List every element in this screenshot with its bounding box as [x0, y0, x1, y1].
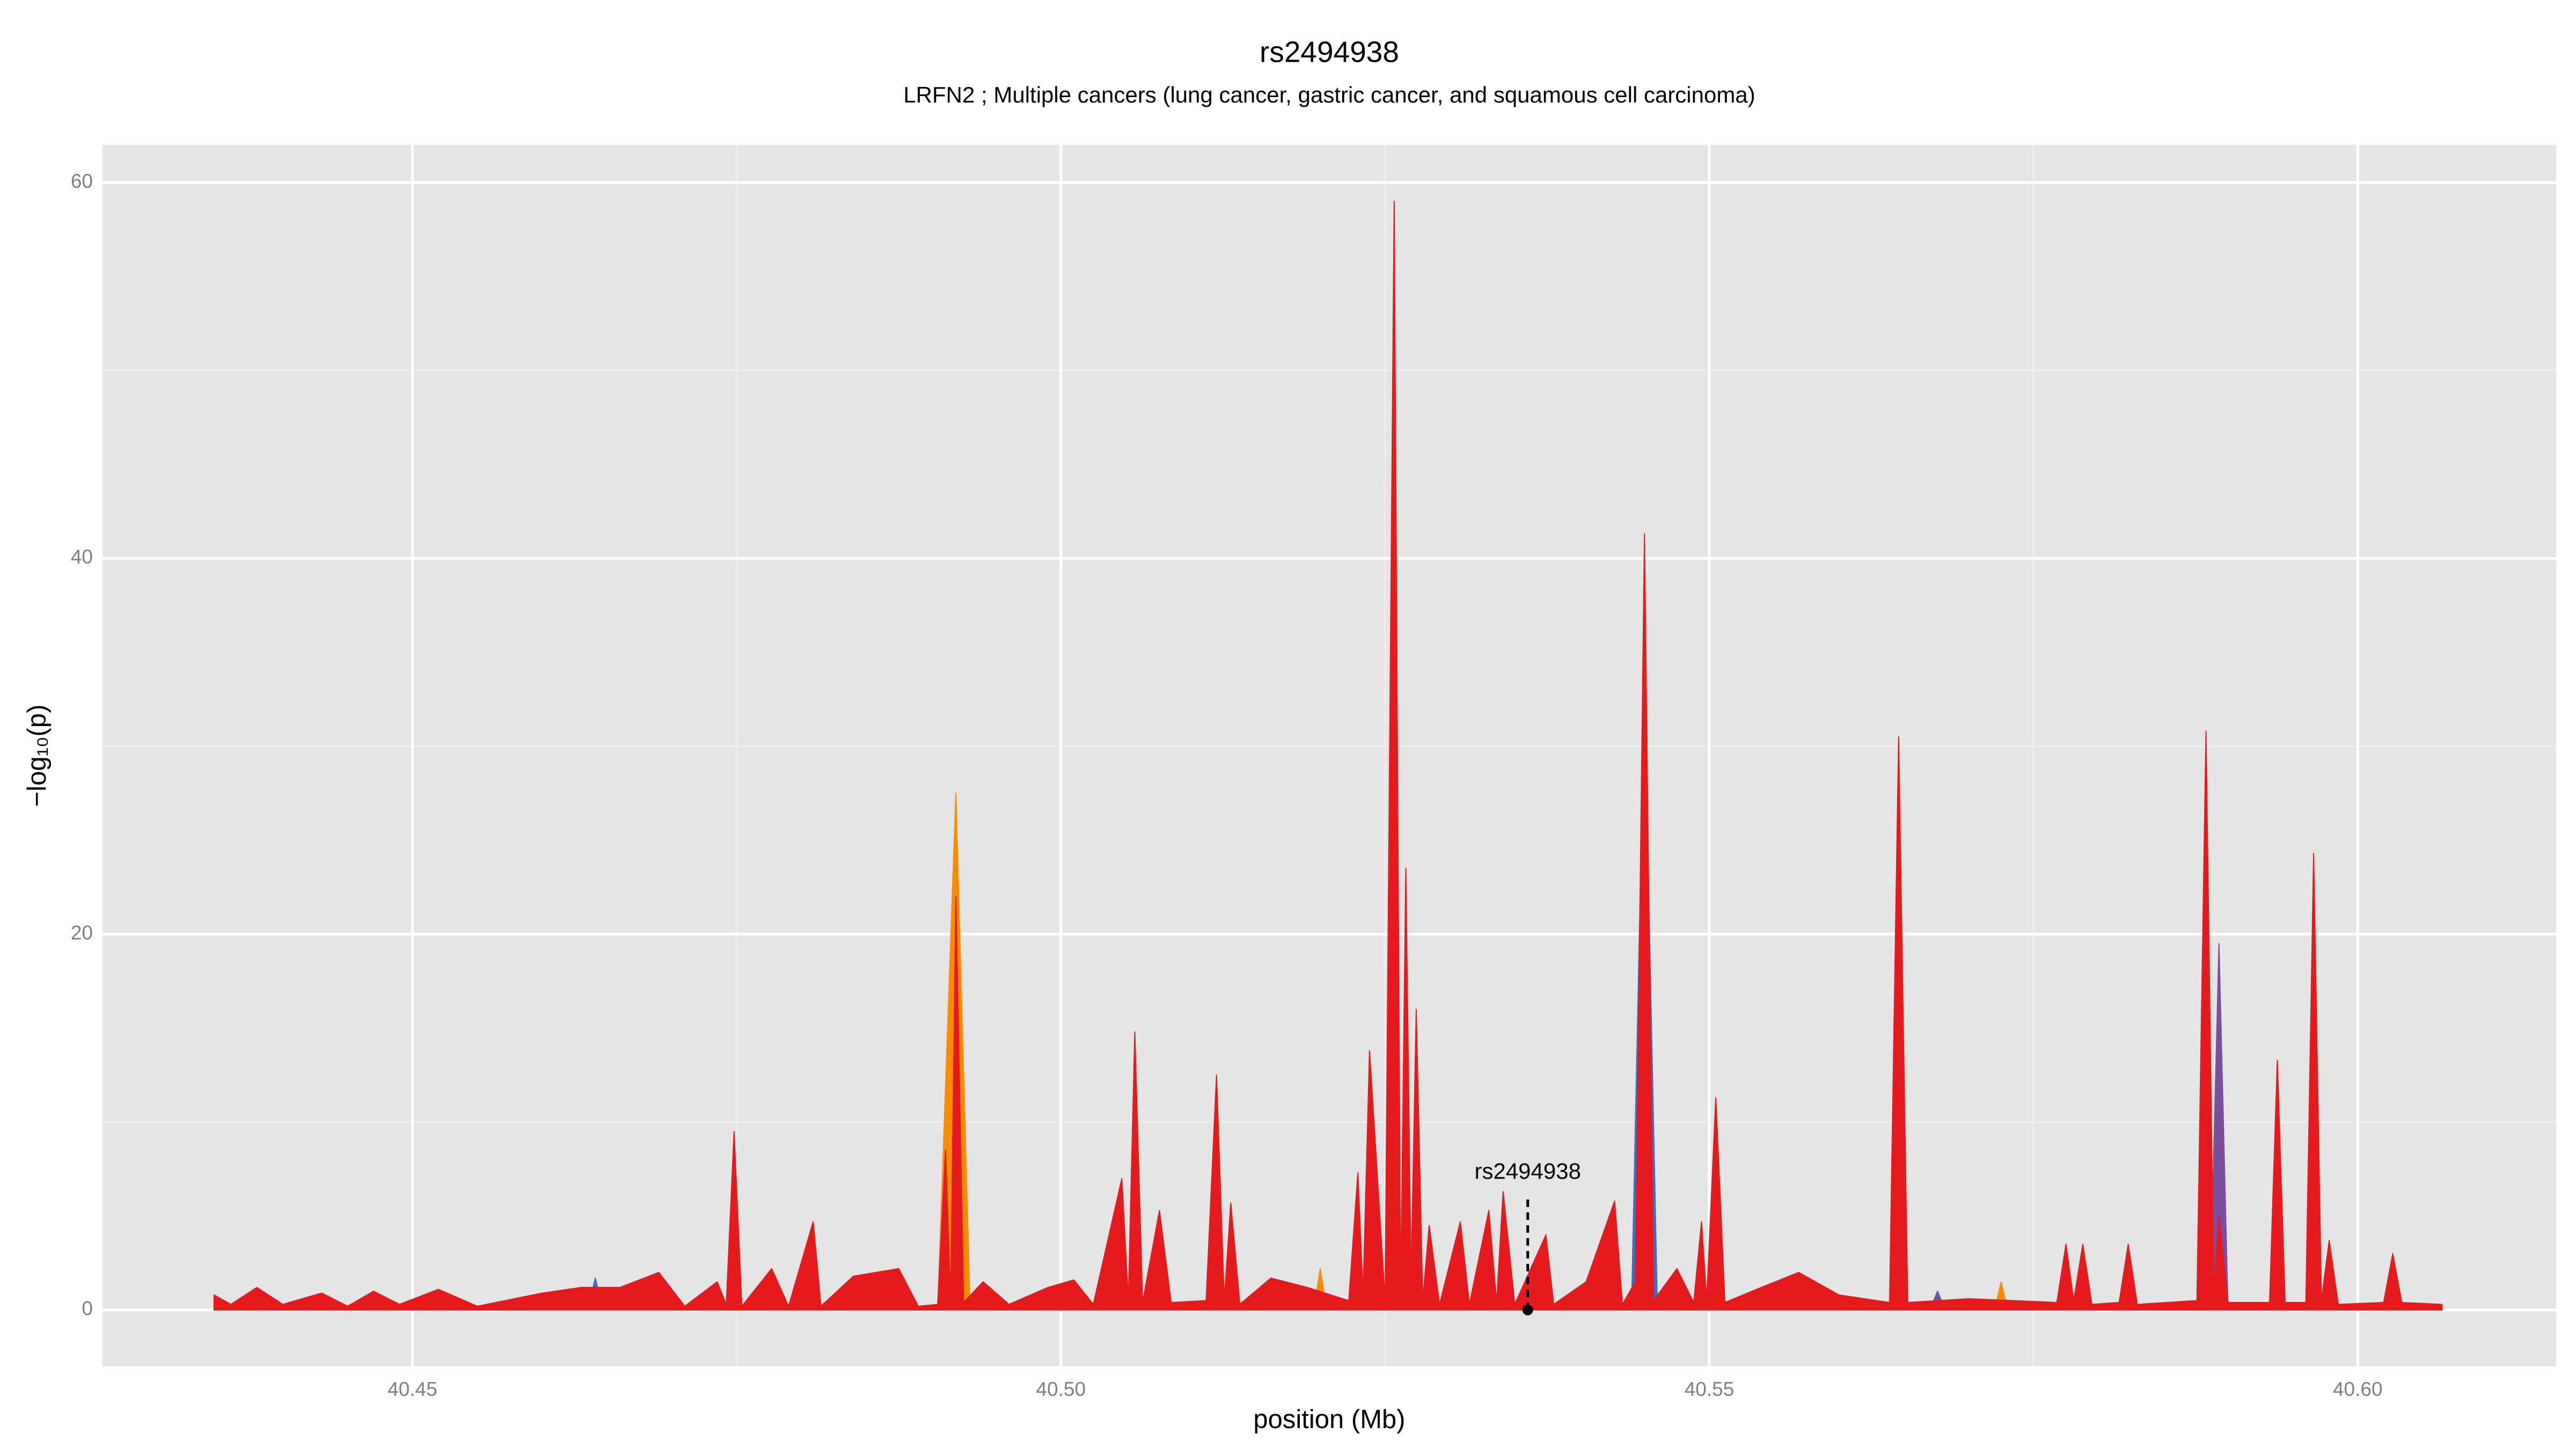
area: [213, 201, 2443, 1311]
area: [937, 793, 2008, 1311]
y-tick-label: 40: [71, 546, 93, 568]
x-tick-label: 40.60: [2333, 1378, 2383, 1400]
x-tick-label: 40.45: [387, 1378, 437, 1400]
x-axis-label: position (Mb): [1253, 1405, 1405, 1434]
y-axis-label: −log₁₀(p): [23, 705, 52, 807]
x-tick-label: 40.55: [1685, 1378, 1735, 1400]
y-tick-label: 0: [82, 1298, 93, 1320]
marks: [213, 201, 2443, 1315]
x-tick-label: 40.50: [1036, 1378, 1086, 1400]
labels: 0 20 40 60 40.45 40.50 40.55 40.60 rs2494938: [71, 170, 2383, 1400]
annotation-label: rs2494938: [1474, 1158, 1581, 1183]
y-tick-label: 20: [71, 921, 93, 943]
y-tick-label: 60: [71, 170, 93, 192]
chart-subtitle: LRFN2 ; Multiple cancers (lung cancer, g…: [903, 82, 1755, 107]
chart-title: rs2494938: [1260, 35, 1399, 69]
annotation-point: [1522, 1304, 1533, 1315]
plot-panel: [103, 145, 2556, 1366]
